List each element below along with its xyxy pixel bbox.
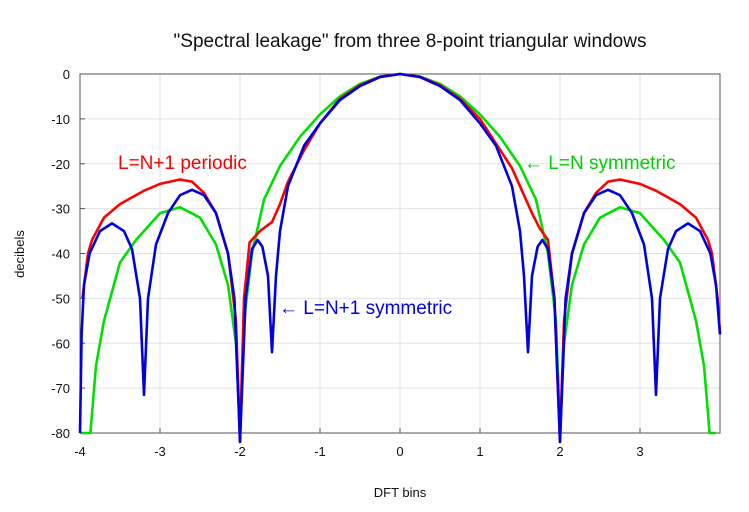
y-tick-label: -40 [51, 247, 70, 262]
y-tick-label: -30 [51, 202, 70, 217]
y-tick-label: -20 [51, 157, 70, 172]
y-axis: 0 -10 -20 -30 -40 -50 -60 -70 -80 [51, 67, 85, 441]
grid [79, 73, 720, 434]
y-tick-label: 0 [63, 67, 70, 82]
y-tick-label: -70 [51, 381, 70, 396]
annotation-periodic: L=N+1 periodic [118, 153, 247, 174]
series-line-l-n-1-periodic [81, 72, 722, 444]
x-tick-label: -2 [234, 444, 246, 459]
x-tick-label: -1 [314, 444, 326, 459]
y-tick-label: -50 [51, 291, 70, 306]
x-tick-label: 3 [636, 444, 643, 459]
x-tick-label: 0 [396, 444, 403, 459]
y-axis-label: decibels [12, 230, 27, 278]
series-line-l-n-1-symmetric [78, 72, 722, 444]
y-tick-label: -10 [51, 112, 70, 127]
chart-title: "Spectral leakage" from three 8-point tr… [174, 31, 647, 52]
annotation-n1-symmetric: ← L=N+1 symmetric [279, 298, 452, 319]
x-axis: -4 -3 -2 -1 0 1 2 3 [74, 428, 644, 459]
y-tick-label: -60 [51, 336, 70, 351]
x-axis-label: DFT bins [374, 485, 427, 500]
annotation-n-symmetric: ← L=N symmetric [524, 153, 676, 174]
x-tick-label: 1 [476, 444, 483, 459]
x-tick-label: -3 [154, 444, 166, 459]
y-tick-label: -80 [51, 426, 70, 441]
series-lines [78, 72, 722, 444]
x-tick-label: 2 [556, 444, 563, 459]
x-tick-label: -4 [74, 444, 86, 459]
